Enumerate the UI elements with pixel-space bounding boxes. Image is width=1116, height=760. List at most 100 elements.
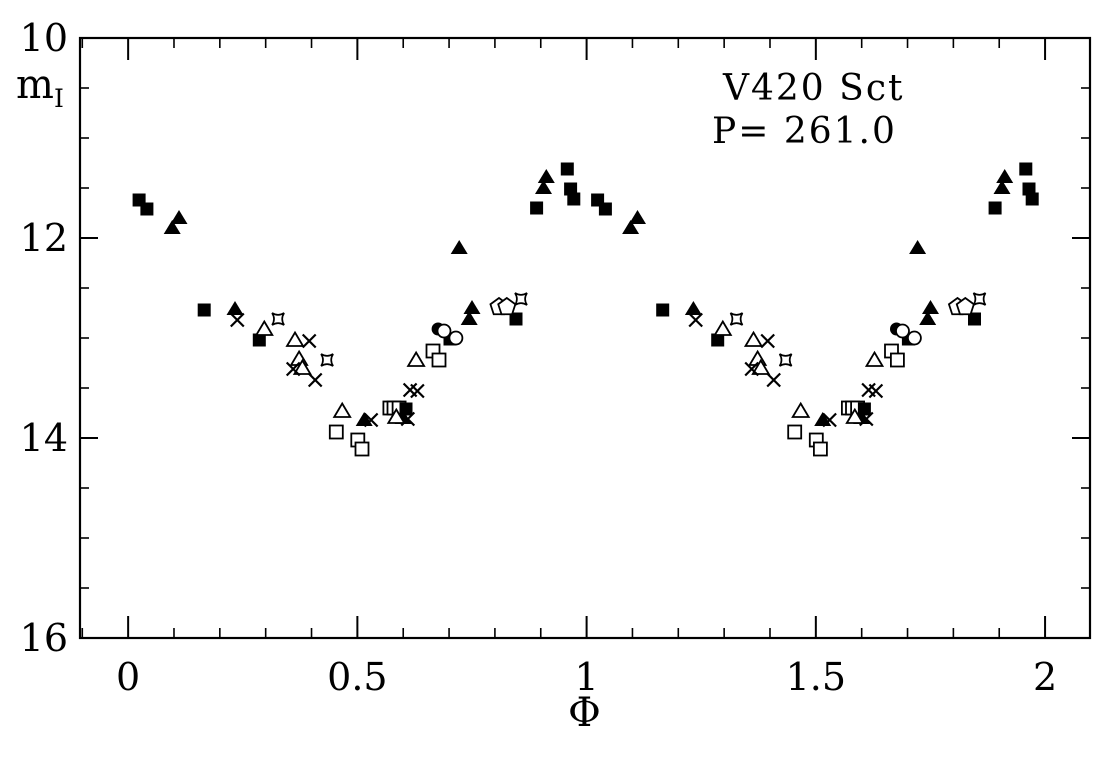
series-open-circle	[436, 323, 922, 346]
filled-square-marker	[968, 312, 981, 326]
filled-triangle-glyph	[537, 169, 555, 183]
filled-triangle-marker	[684, 301, 702, 315]
filled-square-marker	[140, 202, 154, 216]
chart-title-line1: V420 Sct	[722, 68, 904, 109]
filled-square-marker	[1022, 182, 1036, 196]
open-triangle-glyph	[285, 330, 305, 347]
cross-glyph	[688, 312, 703, 328]
series-open-pentagon	[489, 296, 975, 316]
filled-square-marker	[567, 192, 581, 206]
y-tick-label: 12	[20, 216, 68, 260]
four-point-star-marker	[972, 292, 987, 306]
y-axis-title-base: m	[16, 62, 54, 108]
cross-marker	[760, 333, 775, 349]
open-triangle-marker	[285, 330, 305, 347]
filled-triangle-marker	[629, 210, 646, 224]
open-pentagon-glyph	[497, 296, 517, 316]
open-square-glyph	[813, 441, 828, 457]
series-open-square	[328, 343, 905, 457]
cross-marker	[363, 412, 379, 428]
cross-marker	[230, 312, 245, 328]
four-point-star-glyph	[972, 292, 987, 306]
cross-marker	[859, 411, 874, 427]
filled-square-glyph	[509, 312, 523, 326]
cross-marker	[688, 312, 703, 328]
cross-glyph	[410, 383, 425, 399]
filled-triangle-marker	[537, 169, 555, 183]
filled-square-marker	[197, 303, 211, 317]
open-triangle-glyph	[292, 358, 312, 375]
open-triangle-marker	[845, 407, 865, 424]
open-circle-glyph	[436, 323, 452, 339]
filled-square-marker	[560, 162, 574, 176]
cross-marker	[285, 361, 301, 377]
open-triangle-marker	[254, 319, 274, 336]
four-point-star-marker	[778, 353, 793, 367]
x-tick-label: 1.5	[786, 655, 846, 699]
series-cross	[230, 312, 884, 428]
filled-square-glyph	[968, 312, 981, 326]
open-square-marker	[354, 441, 370, 457]
filled-square-glyph	[711, 333, 725, 347]
filled-triangle-marker	[170, 210, 188, 224]
cross-marker	[766, 372, 781, 388]
four-point-star-glyph	[320, 353, 334, 367]
open-pentagon-marker	[955, 296, 975, 316]
filled-square-glyph	[252, 333, 266, 347]
filled-square-glyph	[567, 192, 581, 206]
open-triangle-marker	[743, 330, 764, 347]
four-point-star-marker	[729, 312, 744, 326]
open-circle-glyph	[895, 323, 910, 339]
four-point-star-glyph	[729, 312, 744, 326]
y-axis-title-sub: I	[54, 84, 64, 113]
filled-triangle-glyph	[909, 240, 927, 254]
cross-marker	[868, 383, 884, 399]
cross-glyph	[744, 361, 759, 377]
filled-square-marker	[564, 182, 578, 196]
filled-triangle-marker	[460, 311, 478, 325]
filled-triangle-marker	[450, 240, 468, 254]
open-triangle-glyph	[845, 407, 865, 424]
open-triangle-marker	[292, 358, 312, 375]
open-triangle-glyph	[254, 319, 274, 336]
filled-square-glyph	[560, 162, 574, 176]
series-filled-circle	[431, 322, 903, 336]
series-filled-square	[132, 162, 1039, 416]
filled-square-glyph	[564, 182, 578, 196]
open-square-glyph	[328, 424, 344, 440]
open-triangle-marker	[332, 401, 352, 418]
filled-square-glyph	[1022, 182, 1036, 196]
open-triangle-marker	[864, 350, 885, 367]
open-square-glyph	[431, 352, 447, 368]
filled-triangle-glyph	[226, 301, 244, 315]
open-triangle-marker	[386, 407, 406, 424]
filled-square-glyph	[197, 303, 211, 317]
filled-triangle-marker	[163, 220, 181, 234]
cross-marker	[410, 383, 425, 399]
open-triangle-glyph	[743, 330, 764, 347]
cross-glyph	[868, 383, 884, 399]
open-triangle-marker	[713, 319, 733, 336]
series-open-triangle	[254, 319, 885, 424]
cross-glyph	[760, 333, 775, 349]
filled-triangle-glyph	[993, 180, 1011, 194]
cross-marker	[822, 412, 837, 428]
open-triangle-glyph	[751, 358, 771, 375]
x-tick-label: 0.5	[327, 655, 387, 699]
x-tick-label: 2	[1033, 655, 1057, 699]
open-pentagon-marker	[497, 296, 517, 316]
four-point-star-glyph	[778, 353, 793, 367]
filled-square-marker	[252, 333, 266, 347]
filled-square-marker	[509, 312, 523, 326]
open-square-marker	[890, 352, 905, 368]
filled-triangle-glyph	[163, 220, 181, 234]
filled-square-marker	[1025, 192, 1039, 206]
filled-square-marker	[656, 303, 670, 317]
cross-marker	[400, 411, 416, 427]
filled-square-marker	[711, 333, 725, 347]
open-triangle-glyph	[864, 350, 885, 367]
open-triangle-glyph	[406, 350, 426, 367]
